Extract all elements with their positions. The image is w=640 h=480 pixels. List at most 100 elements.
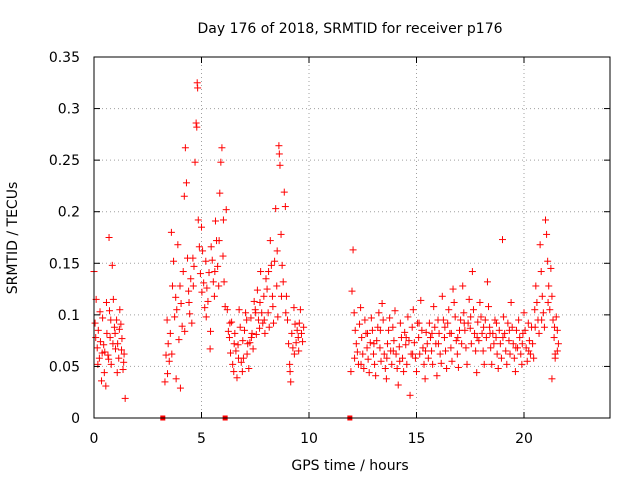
data-point (553, 347, 561, 355)
y-tick-label: 0.05 (49, 359, 80, 375)
data-point (100, 341, 108, 349)
data-point (239, 337, 247, 345)
data-point (219, 252, 227, 260)
data-point (377, 357, 385, 365)
data-point (517, 350, 525, 358)
data-point (535, 329, 543, 337)
data-point (379, 316, 387, 324)
data-point (389, 347, 397, 355)
data-point (206, 345, 214, 353)
data-point (95, 354, 103, 362)
data-point (256, 324, 264, 332)
data-point (495, 326, 503, 334)
data-point (185, 298, 193, 306)
data-point (451, 313, 459, 321)
data-point (466, 324, 474, 332)
data-point (401, 328, 409, 336)
data-point (493, 350, 501, 358)
data-point (459, 282, 467, 290)
data-point (473, 334, 481, 342)
data-point (478, 329, 486, 337)
data-point (172, 375, 180, 383)
data-point (447, 344, 455, 352)
data-point (538, 316, 546, 324)
data-point (296, 306, 304, 314)
x-axis-label: GPS time / hours (291, 458, 408, 474)
data-point (105, 307, 113, 315)
data-point (177, 300, 185, 308)
y-tick-label: 0.35 (49, 50, 80, 66)
data-point (483, 278, 491, 286)
data-point (531, 306, 539, 314)
data-point (96, 338, 104, 346)
data-point (276, 161, 284, 169)
data-point (454, 363, 462, 371)
data-point (540, 323, 548, 331)
data-point (441, 323, 449, 331)
data-point (529, 340, 537, 348)
data-point (504, 319, 512, 327)
data-point (91, 319, 99, 327)
data-point (549, 316, 557, 324)
data-point (290, 350, 298, 358)
data-point (543, 230, 551, 238)
data-point (223, 306, 231, 314)
data-point (372, 372, 380, 380)
data-point (544, 298, 552, 306)
data-point (181, 327, 189, 335)
data-point (474, 318, 482, 326)
data-point (245, 364, 253, 372)
data-point (390, 337, 398, 345)
data-point (518, 360, 526, 368)
data-point (428, 347, 436, 355)
data-point (257, 268, 265, 276)
data-point (468, 268, 476, 276)
data-point (524, 319, 532, 327)
data-point (501, 329, 509, 337)
data-point (112, 345, 119, 353)
data-point (480, 360, 488, 368)
data-point (458, 340, 466, 348)
data-point (96, 308, 104, 316)
data-point (347, 368, 355, 376)
data-point (502, 347, 510, 355)
data-point (492, 319, 500, 327)
data-point (361, 316, 369, 324)
data-point (108, 261, 116, 269)
data-point (250, 297, 258, 305)
data-point (367, 314, 375, 322)
data-point (186, 310, 194, 318)
data-point (505, 337, 513, 345)
data-point (236, 323, 244, 331)
data-point (176, 384, 184, 392)
data-point (360, 364, 368, 372)
data-point (273, 282, 281, 290)
data-point (230, 368, 238, 376)
data-point (453, 350, 461, 358)
data-point (472, 347, 480, 355)
data-point (425, 319, 433, 327)
data-point (300, 323, 308, 331)
data-point (482, 334, 490, 342)
data-point (364, 355, 372, 363)
x-tick-label: 5 (197, 431, 206, 447)
x-tick-label: 0 (90, 431, 99, 447)
data-point (230, 340, 238, 348)
data-point (198, 223, 205, 231)
data-point (350, 309, 358, 317)
data-point (234, 341, 242, 349)
data-point (109, 295, 117, 303)
data-point (198, 288, 206, 296)
data-point (299, 338, 307, 346)
data-point (389, 323, 397, 331)
data-point (396, 319, 404, 327)
data-point (479, 347, 487, 355)
data-point (264, 309, 272, 317)
data-point (418, 326, 426, 334)
data-point (490, 340, 498, 348)
data-point (243, 350, 251, 358)
data-point (444, 319, 452, 327)
data-point (530, 354, 538, 362)
y-tick-labels: 0 0.05 0.1 0.15 0.2 0.25 0.3 0.35 (49, 50, 80, 427)
